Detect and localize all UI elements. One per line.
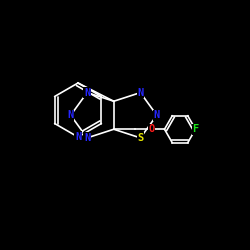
Text: N: N	[154, 110, 160, 120]
Text: N: N	[68, 110, 74, 120]
Text: N: N	[84, 88, 90, 98]
Text: O: O	[148, 124, 154, 134]
Text: N: N	[75, 132, 81, 142]
Text: N: N	[137, 88, 143, 98]
Text: N: N	[84, 133, 90, 143]
Text: F: F	[192, 124, 198, 134]
Text: S: S	[137, 133, 143, 143]
